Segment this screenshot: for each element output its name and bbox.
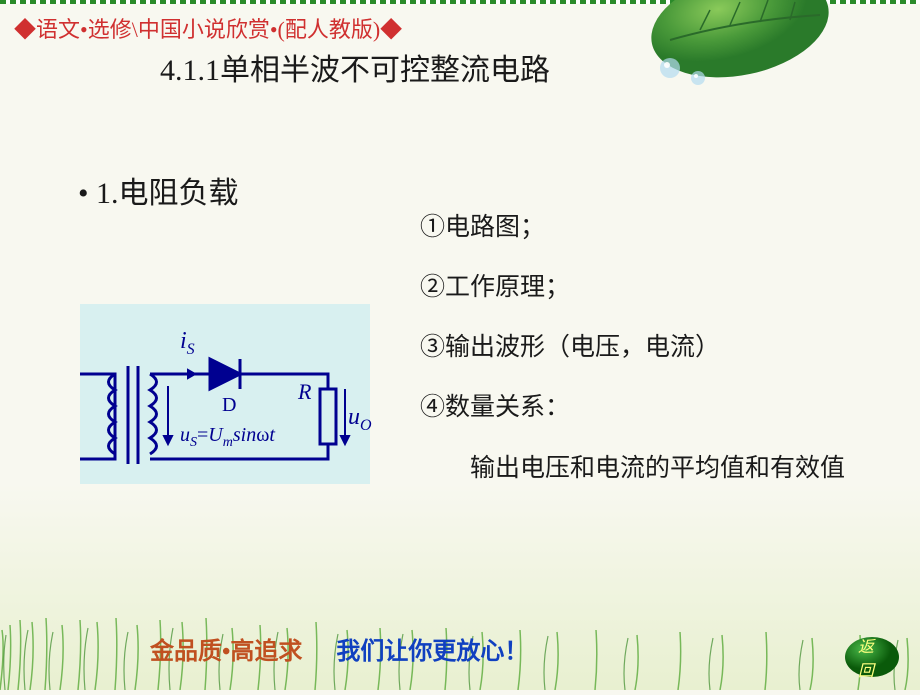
list-item-2: ②工作原理； [420,268,845,308]
label-is-sub: S [187,341,195,358]
label-is: i [180,328,187,354]
label-uo-sub: O [360,417,372,434]
formula-um: U [208,424,222,446]
content-list: ①电路图； ②工作原理； ③输出波形（电压，电流） ④数量关系： 输出电压和电流… [420,208,845,489]
formula-u: u [180,424,190,446]
leaf-decoration [640,0,860,100]
back-button-label: 返回 [858,633,886,681]
formula-m: m [223,435,233,450]
formula-eq: = [197,424,208,446]
header-text: ◆语文•选修\中国小说欣赏•(配人教版)◆ [14,12,402,44]
section-heading: • 1.电阻负载 [78,168,239,212]
label-r: R [298,379,311,405]
formula-sin: sin [233,424,256,446]
footer-gold: 金品质•高追求 [150,639,302,665]
footer-text: 金品质•高追求 我们让你更放心！ [150,631,528,666]
list-item-4: ④数量关系： [420,388,845,428]
list-sub-item: 输出电压和电流的平均值和有效值 [470,448,845,489]
label-d: D [222,394,236,417]
back-button[interactable]: 返回 [844,636,900,678]
page-title: 4.1.1单相半波不可控整流电路 [160,45,550,89]
formula-s: S [190,435,197,450]
formula-omega: ω [256,424,269,446]
list-item-3: ③输出波形（电压，电流） [420,328,845,368]
list-item-1: ①电路图； [420,208,845,248]
formula-t: t [269,424,275,446]
footer-blue: 我们让你更放心！ [336,639,528,665]
label-uo: u [348,404,360,430]
circuit-diagram: iS D R uO uS=Umsinωt [80,304,370,484]
